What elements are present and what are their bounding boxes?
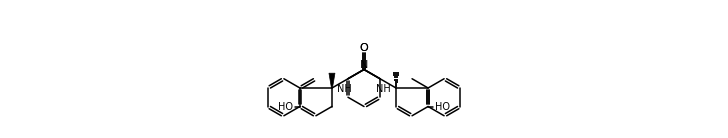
Text: HO: HO [278,102,293,112]
Text: O: O [360,43,368,53]
Polygon shape [329,73,335,88]
Text: NH: NH [376,84,391,94]
Text: HO: HO [435,102,450,112]
Text: N: N [360,60,368,71]
Text: NH: NH [337,84,352,94]
Text: O: O [360,43,368,53]
